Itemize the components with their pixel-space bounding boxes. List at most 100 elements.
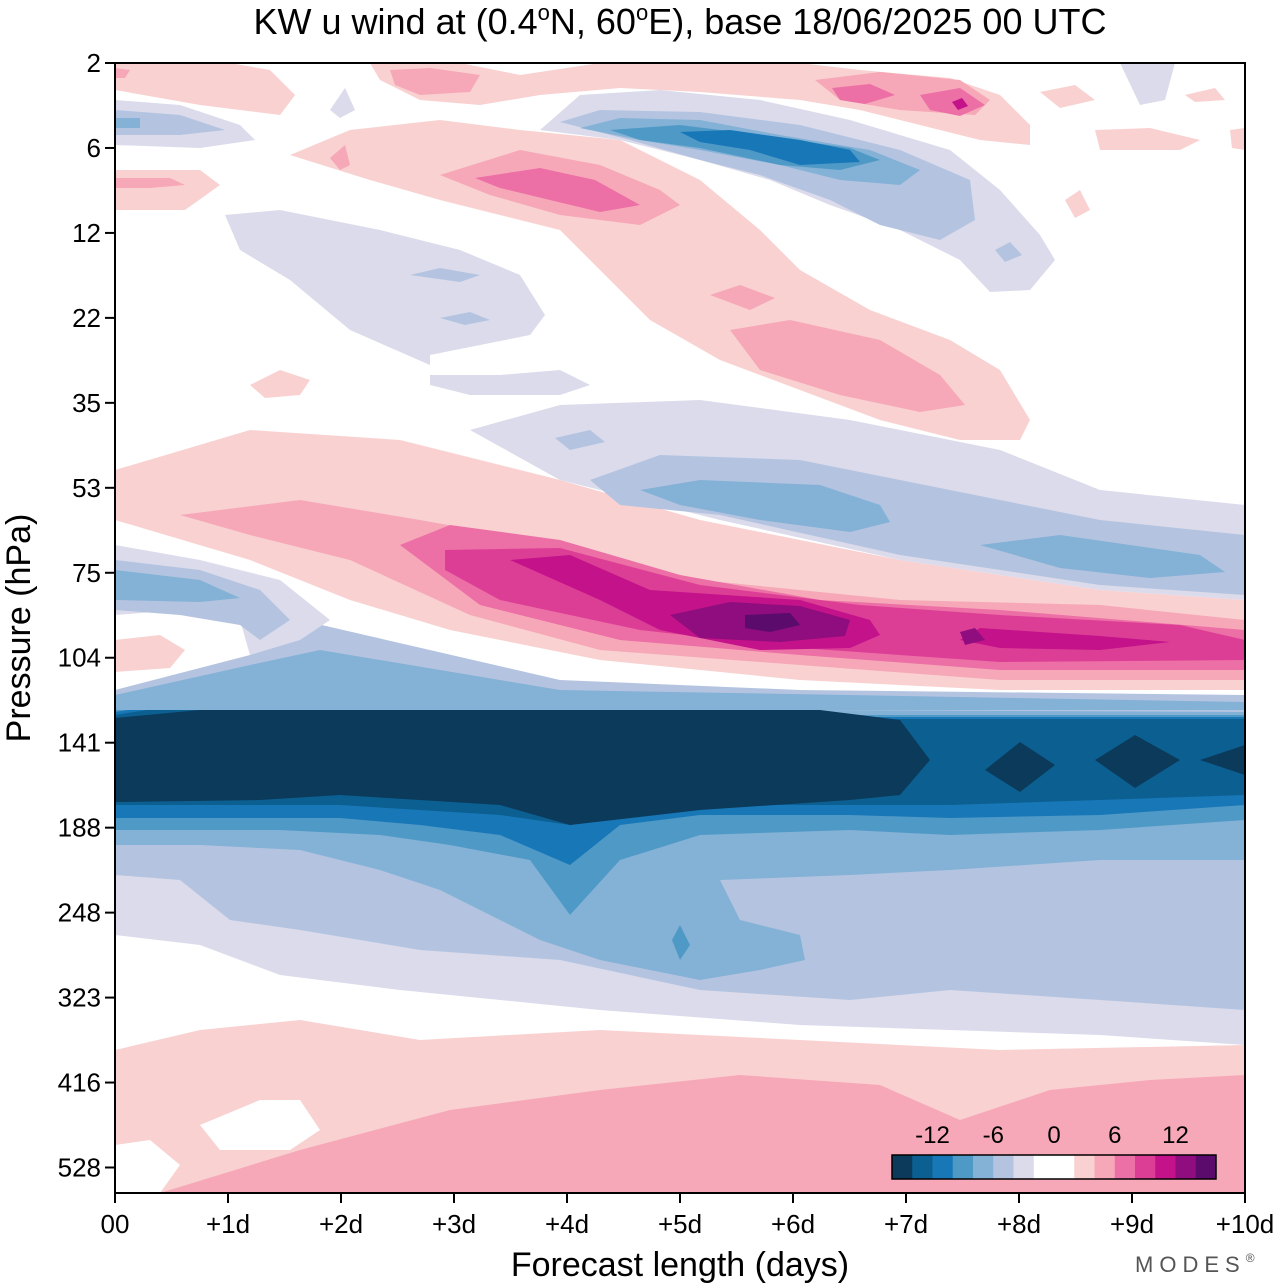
contour-ms-w-2b (710, 285, 775, 310)
title-sup-2: o (636, 0, 648, 25)
contour-ms-w-5 (250, 370, 310, 398)
contour-trop-e-9 (1200, 745, 1245, 775)
y-tick-label: 416 (58, 1068, 101, 1098)
colorbar-swatch (1114, 1155, 1136, 1179)
y-tick-label: 35 (72, 388, 101, 418)
title-part-2: N, 60 (550, 1, 636, 42)
contour-top-w-6 (952, 98, 968, 110)
colorbar-tick-label: 0 (1047, 1122, 1060, 1149)
contour-up-e-5 (680, 130, 860, 165)
contour-trop-e-8 (1095, 735, 1180, 788)
y-axis-label: Pressure (hPa) (0, 514, 38, 743)
contour-trop-e-3b (672, 925, 690, 960)
x-axis: 00 +1d +2d +3d +4d +5d +6d +7d +8d +9d +10d (101, 1193, 1274, 1239)
y-tick-label: 22 (72, 303, 101, 333)
x-tick-label: +2d (319, 1209, 363, 1239)
contour-ms-e-1 (225, 210, 590, 395)
colorbar-swatch (1094, 1155, 1116, 1179)
modes-logo-mark: ® (1246, 1251, 1255, 1265)
x-tick-label: +7d (884, 1209, 928, 1239)
y-tick-label: 6 (87, 133, 101, 163)
contour-top-w-4 (832, 84, 895, 104)
contour-up-e-6 (995, 242, 1022, 262)
y-tick-label: 75 (72, 558, 101, 588)
contour-top-w-10 (1040, 85, 1095, 108)
y-tick-label: 248 (58, 898, 101, 928)
x-tick-label: 00 (101, 1209, 130, 1239)
y-tick-label: 141 (58, 728, 101, 758)
x-tick-label: +1d (206, 1209, 250, 1239)
colorbar-swatch (1155, 1155, 1176, 1179)
contour-top-w-13 (1065, 190, 1090, 218)
contour-jet-7 (745, 613, 800, 632)
contour-jet-6b (960, 628, 985, 645)
contour-top-e-small2 (330, 88, 355, 118)
colorbar-swatch (932, 1155, 954, 1179)
colorbar-swatch (1074, 1155, 1095, 1179)
x-axis-label: Forecast length (days) (511, 1246, 849, 1284)
contour-ms-e-2 (410, 268, 480, 282)
colorbar-swatch (1195, 1155, 1217, 1179)
contour-trop-edge-2 (115, 650, 1245, 710)
colorbar-swatch (952, 1155, 974, 1179)
contour-left-w (115, 635, 185, 672)
contour-left5-e-3 (115, 118, 140, 128)
y-tick-label: 104 (58, 643, 101, 673)
contour-trop-hole (200, 1100, 320, 1150)
x-tick-label: +9d (1110, 1209, 1154, 1239)
contour-top-w-9 (1095, 128, 1200, 150)
colorbar-swatch (1135, 1155, 1156, 1179)
contour-ls-e-3 (640, 480, 890, 532)
x-tick-label: +3d (432, 1209, 476, 1239)
colorbar-swatch (973, 1155, 994, 1179)
contour-field (115, 63, 1245, 1193)
x-tick-label: +8d (997, 1209, 1041, 1239)
colorbar-frame (891, 1154, 1217, 1180)
colorbar-tick-label: -6 (983, 1122, 1004, 1149)
title-part-3: E), base 18/06/2025 00 UTC (648, 1, 1106, 42)
colorbar: -12 -6 0 6 12 (891, 1122, 1217, 1180)
contour-left8-w2 (115, 178, 185, 188)
contour-top-w-12 (1230, 128, 1245, 150)
y-tick-label: 53 (72, 473, 101, 503)
contour-ms-e-3 (440, 312, 490, 325)
chart-title: KW u wind at (0.4oN, 60oE), base 18/06/2… (254, 0, 1107, 42)
colorbar-swatch (1054, 1155, 1075, 1179)
y-tick-label: 2 (87, 48, 101, 78)
x-tick-label: +4d (545, 1209, 589, 1239)
title-part-1: KW u wind at (0.4 (254, 1, 538, 42)
contour-ls-e-2b (555, 430, 605, 450)
contour-top-w-11 (1185, 88, 1225, 102)
x-tick-label: +5d (658, 1209, 702, 1239)
x-tick-label: +6d (771, 1209, 815, 1239)
colorbar-swatch (892, 1155, 913, 1179)
colorbar-tick-label: 12 (1162, 1122, 1189, 1149)
contour-trop-e-6 (115, 690, 930, 825)
contour-ls-e-3b (980, 535, 1225, 578)
y-axis: 2 6 12 22 35 53 75 104 141 188 248 323 416 528 (58, 48, 115, 1183)
y-tick-label: 12 (72, 218, 101, 248)
y-tick-label: 528 (58, 1153, 101, 1183)
colorbar-swatch (993, 1155, 1014, 1179)
colorbar-tick-label: 6 (1108, 1122, 1121, 1149)
contour-trop-e-7 (985, 742, 1055, 792)
contour-left-e-3 (115, 570, 240, 602)
title-sup-1: o (538, 0, 550, 25)
colorbar-tick-label: -12 (915, 1122, 950, 1149)
contour-top-w-7 (115, 63, 295, 115)
modes-logo-text: MODES (1135, 1252, 1246, 1277)
y-tick-label: 188 (58, 813, 101, 843)
contour-trop-hole-2 (115, 1140, 180, 1193)
colorbar-swatch (1033, 1155, 1055, 1179)
contour-ms-w-6 (330, 145, 350, 170)
contour-ms-w-2 (730, 320, 965, 412)
y-tick-label: 323 (58, 983, 101, 1013)
contour-jet-5b (960, 628, 1170, 650)
contour-left5-e-2 (115, 110, 225, 135)
contour-ms-w-4 (475, 168, 640, 212)
colorbar-swatch (1013, 1155, 1035, 1179)
contour-top-w-8 (115, 68, 130, 78)
colorbar-swatch (912, 1155, 933, 1179)
colorbar-swatch (1175, 1155, 1197, 1179)
